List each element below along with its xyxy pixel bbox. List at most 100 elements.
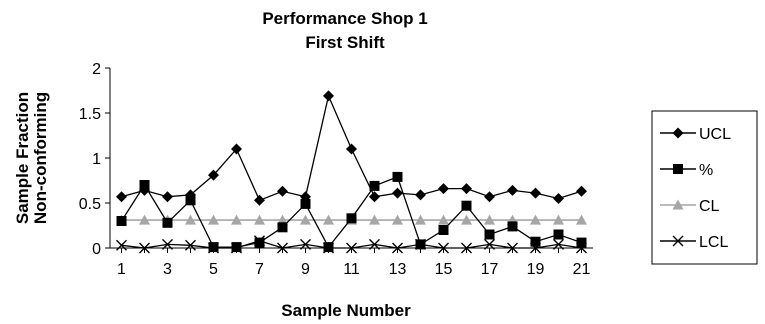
data-point-percent xyxy=(277,222,288,233)
x-tick-label: 11 xyxy=(343,261,360,278)
legend-item-ucl: UCL xyxy=(660,126,731,143)
data-point-percent xyxy=(507,221,518,232)
x-tick-label: 7 xyxy=(255,261,264,278)
y-axis-ticks: 0 0.5 1 1.5 2 xyxy=(79,61,110,258)
data-point-percent xyxy=(438,225,449,235)
data-point-cl xyxy=(484,214,495,225)
y-axis-title-line-2: Non-conforming xyxy=(31,92,50,224)
data-point-ucl xyxy=(553,193,564,204)
data-point-lcl xyxy=(369,238,380,250)
data-point-lcl xyxy=(553,238,564,250)
x-tick-label: 5 xyxy=(209,261,218,278)
data-point-cl xyxy=(139,214,150,225)
data-point-percent xyxy=(116,216,127,226)
data-point-cl xyxy=(300,214,311,225)
data-point-percent xyxy=(553,229,564,240)
data-point-cl xyxy=(461,214,472,225)
data-point-ucl xyxy=(323,90,334,102)
legend-box xyxy=(651,110,758,265)
plot-series xyxy=(116,90,587,254)
data-point-percent xyxy=(254,237,265,248)
x-tick-label: 1 xyxy=(117,261,126,278)
series-percent xyxy=(116,171,587,253)
data-point-lcl xyxy=(162,238,173,250)
chart-title: Performance Shop 1 xyxy=(262,9,427,28)
y-tick-label: 0 xyxy=(92,241,101,258)
data-point-percent xyxy=(162,217,173,228)
x-tick-label: 15 xyxy=(435,261,453,278)
data-point-ucl xyxy=(576,185,587,197)
data-point-ucl xyxy=(116,191,127,203)
series-ucl xyxy=(116,90,587,206)
legend-label-lcl: LCL xyxy=(699,234,728,251)
data-point-percent xyxy=(484,229,495,240)
y-axis-title: Sample Fraction Non-conforming xyxy=(13,92,50,224)
data-point-percent xyxy=(208,242,219,253)
data-point-ucl xyxy=(162,191,173,203)
data-point-lcl xyxy=(185,239,196,251)
x-tick-label: 3 xyxy=(163,261,172,278)
data-point-percent xyxy=(231,242,242,253)
data-point-percent xyxy=(323,242,334,253)
data-point-ucl xyxy=(461,183,472,195)
data-point-ucl xyxy=(369,191,380,203)
data-point-percent xyxy=(369,180,380,191)
x-tick-label: 13 xyxy=(389,261,407,278)
data-point-cl xyxy=(185,214,196,225)
x-tick-label: 21 xyxy=(573,261,591,278)
y-tick-label: 1.5 xyxy=(79,106,101,123)
data-point-lcl xyxy=(484,238,495,250)
x-tick-label: 19 xyxy=(527,261,545,278)
x-tick-label: 9 xyxy=(301,261,310,278)
x-axis-title: Sample Number xyxy=(281,301,411,320)
data-point-cl xyxy=(553,214,564,225)
data-point-ucl xyxy=(415,189,426,201)
data-point-lcl xyxy=(392,242,403,254)
data-point-cl xyxy=(277,214,288,225)
y-tick-label: 0.5 xyxy=(79,196,101,213)
data-point-cl xyxy=(530,214,541,225)
data-point-cl xyxy=(392,214,403,225)
legend-marker-cl xyxy=(672,199,684,210)
data-point-percent xyxy=(415,239,426,250)
data-point-percent xyxy=(346,213,357,224)
data-point-cl xyxy=(369,214,380,225)
legend-item-percent: % xyxy=(660,162,713,179)
data-point-lcl xyxy=(116,239,127,251)
legend-item-cl: CL xyxy=(660,198,720,215)
data-point-lcl xyxy=(461,242,472,254)
data-point-ucl xyxy=(231,143,242,155)
legend-marker-ucl xyxy=(672,127,684,139)
legend-item-lcl: LCL xyxy=(660,234,728,251)
y-tick-label: 1 xyxy=(92,151,101,168)
legend-label-ucl: UCL xyxy=(699,126,731,143)
data-point-cl xyxy=(208,214,219,225)
data-point-lcl xyxy=(438,242,449,254)
data-point-ucl xyxy=(530,187,541,199)
data-point-lcl xyxy=(139,242,150,254)
legend-label-cl: CL xyxy=(699,198,720,215)
data-point-ucl xyxy=(507,184,518,196)
legend-label-percent: % xyxy=(699,162,713,179)
data-point-cl xyxy=(576,214,587,225)
data-point-cl xyxy=(415,214,426,225)
data-point-ucl xyxy=(346,143,357,155)
data-point-ucl xyxy=(392,187,403,199)
data-point-cl xyxy=(323,214,334,225)
x-tick-label: 17 xyxy=(481,261,499,278)
data-point-ucl xyxy=(185,189,196,201)
data-point-percent xyxy=(576,237,587,248)
data-point-cl xyxy=(254,214,265,225)
data-point-ucl xyxy=(277,185,288,197)
data-point-ucl xyxy=(208,169,219,181)
chart-subtitle: First Shift xyxy=(305,33,385,52)
data-point-ucl xyxy=(484,191,495,203)
data-point-lcl xyxy=(346,242,357,254)
data-point-lcl xyxy=(277,242,288,254)
data-point-percent xyxy=(300,198,311,209)
data-point-percent xyxy=(392,171,403,182)
data-point-ucl xyxy=(254,194,265,206)
data-point-percent xyxy=(461,200,472,211)
data-point-lcl xyxy=(300,238,311,250)
